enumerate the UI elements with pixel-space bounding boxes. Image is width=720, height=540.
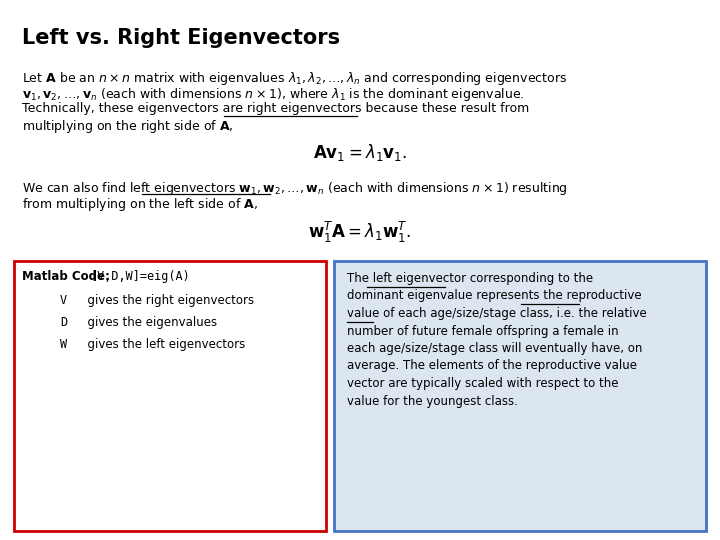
Text: D: D bbox=[60, 316, 67, 329]
Text: number of future female offspring a female in: number of future female offspring a fema… bbox=[347, 325, 618, 338]
FancyBboxPatch shape bbox=[334, 261, 706, 531]
Text: average. The elements of the reproductive value: average. The elements of the reproductiv… bbox=[347, 360, 637, 373]
Text: The left eigenvector corresponding to the: The left eigenvector corresponding to th… bbox=[347, 272, 593, 285]
Text: Let $\mathbf{A}$ be an $n \times n$ matrix with eigenvalues $\lambda_1, \lambda_: Let $\mathbf{A}$ be an $n \times n$ matr… bbox=[22, 70, 567, 87]
Text: each age/size/stage class will eventually have, on: each age/size/stage class will eventuall… bbox=[347, 342, 642, 355]
Text: from multiplying on the left side of $\mathbf{A}$,: from multiplying on the left side of $\m… bbox=[22, 196, 258, 213]
Text: We can also find left eigenvectors $\mathbf{w}_1, \mathbf{w}_2, \ldots , \mathbf: We can also find left eigenvectors $\mat… bbox=[22, 180, 568, 197]
Text: V: V bbox=[60, 294, 67, 307]
Text: gives the left eigenvectors: gives the left eigenvectors bbox=[80, 338, 246, 351]
Text: gives the right eigenvectors: gives the right eigenvectors bbox=[80, 294, 254, 307]
Text: multiplying on the right side of $\mathbf{A}$,: multiplying on the right side of $\mathb… bbox=[22, 118, 233, 135]
Text: $\mathbf{v}_1, \mathbf{v}_2, \ldots , \mathbf{v}_n$ (each with dimensions $n \ti: $\mathbf{v}_1, \mathbf{v}_2, \ldots , \m… bbox=[22, 86, 524, 103]
Text: [V,D,W]=eig(A): [V,D,W]=eig(A) bbox=[90, 270, 190, 283]
Text: Technically, these eigenvectors are right eigenvectors because these result from: Technically, these eigenvectors are righ… bbox=[22, 102, 529, 115]
Text: Matlab Code:: Matlab Code: bbox=[22, 270, 114, 283]
Text: value for the youngest class.: value for the youngest class. bbox=[347, 395, 518, 408]
Text: W: W bbox=[60, 338, 67, 351]
Text: $\mathbf{w}_1^T\mathbf{A} = \lambda_1\mathbf{w}_1^T.$: $\mathbf{w}_1^T\mathbf{A} = \lambda_1\ma… bbox=[308, 220, 412, 245]
Text: value of each age/size/stage class, i.e. the relative: value of each age/size/stage class, i.e.… bbox=[347, 307, 647, 320]
Text: $\mathbf{A}\mathbf{v}_1 = \lambda_1\mathbf{v}_1.$: $\mathbf{A}\mathbf{v}_1 = \lambda_1\math… bbox=[312, 142, 408, 163]
Text: Left vs. Right Eigenvectors: Left vs. Right Eigenvectors bbox=[22, 28, 340, 48]
FancyBboxPatch shape bbox=[14, 261, 326, 531]
Text: vector are typically scaled with respect to the: vector are typically scaled with respect… bbox=[347, 377, 618, 390]
Text: gives the eigenvalues: gives the eigenvalues bbox=[80, 316, 217, 329]
Text: dominant eigenvalue represents the reproductive: dominant eigenvalue represents the repro… bbox=[347, 289, 642, 302]
